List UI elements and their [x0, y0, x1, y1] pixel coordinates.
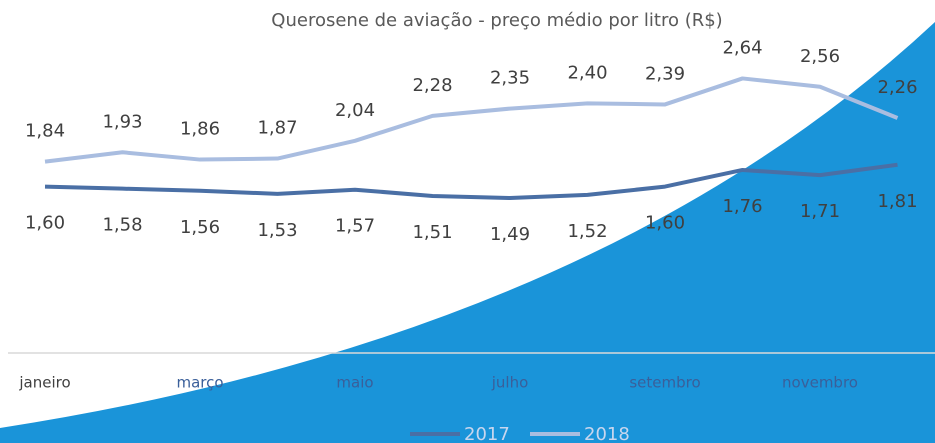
data-label: 1,60: [645, 213, 685, 234]
background-decoration: [0, 22, 935, 443]
x-tick-label: julho: [491, 374, 529, 392]
data-label: 1,58: [102, 215, 142, 236]
x-tick-label: março: [176, 374, 223, 392]
legend-label: 2018: [584, 424, 630, 443]
x-tick-label: janeiro: [18, 374, 70, 392]
data-label: 1,53: [257, 220, 297, 241]
data-label: 1,86: [180, 119, 220, 140]
data-label: 1,81: [877, 191, 917, 212]
data-label: 1,93: [102, 111, 142, 132]
data-label: 1,51: [412, 222, 452, 243]
data-label: 1,56: [180, 217, 220, 238]
data-label: 2,26: [877, 77, 917, 98]
data-label: 1,60: [25, 213, 65, 234]
data-label: 1,87: [257, 118, 297, 139]
data-label: 2,28: [412, 75, 452, 96]
line-series: [44, 76, 899, 164]
x-tick-label: setembro: [629, 374, 700, 392]
data-label: 1,57: [335, 216, 375, 237]
data-label: 2,64: [722, 37, 762, 58]
data-label: 2,39: [645, 63, 685, 84]
line-series: [44, 162, 898, 201]
data-label: 1,76: [722, 196, 762, 217]
data-label: 1,84: [25, 121, 65, 142]
x-tick-label: maio: [336, 374, 373, 392]
chart-title: Querosene de aviação - preço médio por l…: [271, 10, 722, 31]
data-label: 1,71: [800, 201, 840, 222]
data-label: 2,40: [567, 62, 607, 83]
data-label: 2,35: [490, 68, 530, 89]
data-label: 1,52: [567, 221, 607, 242]
x-tick-label: novembro: [782, 374, 858, 392]
data-label: 1,49: [490, 224, 530, 245]
legend-label: 2017: [464, 424, 510, 443]
data-label: 2,56: [800, 46, 840, 67]
data-label: 2,04: [335, 100, 375, 121]
